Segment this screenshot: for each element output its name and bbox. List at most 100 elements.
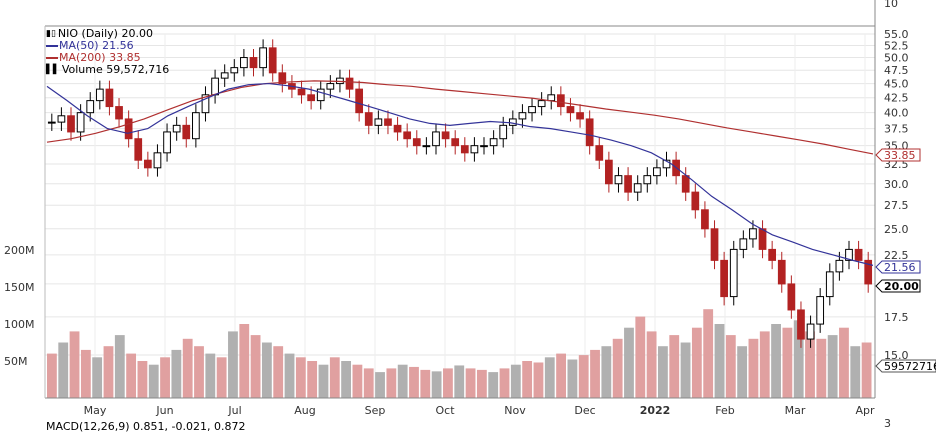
volume-bar [58,342,69,398]
volume-bar [748,338,759,398]
candle-body [451,138,460,147]
volume-bar [92,357,103,398]
volume-bar [759,331,770,398]
candle-body [345,77,354,90]
candle-body [508,118,517,126]
candle-body [460,145,469,154]
volume-bar [658,346,668,398]
candle-body [355,88,364,114]
volume-bar [465,368,476,398]
price-tick-label: 25.0 [884,223,909,236]
volume-bar [409,366,419,398]
volume-bar [522,361,533,398]
price-tick-label: 45.0 [884,78,909,91]
candle-body [701,209,709,230]
volume-bar [680,342,691,398]
price-tick-label: 15.0 [884,349,909,362]
price-tick-label: 27.5 [884,199,909,212]
volume-bar [725,335,736,398]
candle-body [729,248,738,298]
candle-body [47,121,56,124]
ma50-tag-text: 21.56 [884,261,916,274]
volume-bar [431,371,442,398]
volume-tick-label: 50M [4,355,28,368]
candle-body [662,159,671,169]
volume-bar [861,342,872,398]
candle-body [220,72,229,79]
volume-bar [499,368,510,398]
ma50-swatch [46,45,58,47]
volume-bar [239,324,250,398]
legend-ma50: MA(50) 21.56 [46,40,169,52]
candle-body [105,88,114,108]
candle-body [240,57,248,69]
ma200-line [46,80,874,155]
candle-body [528,106,536,114]
price-tick-label: 37.5 [884,123,909,136]
volume-bar [307,361,318,398]
candle-body [499,124,508,140]
volume-value-tag: 59572716 [875,359,936,373]
date-tick-label: Feb [715,404,734,417]
volume-bars [47,309,872,398]
candle-body [268,47,277,74]
price-tick-label: 40.0 [884,107,909,120]
volume-bar [556,353,566,398]
volume-bar [148,364,159,398]
volume-bar [352,364,363,398]
candle-body [412,138,421,147]
volume-bar [205,353,216,398]
candle-body [364,112,373,126]
volume-bar [137,361,148,398]
candle-body [326,83,335,90]
candle-body [393,124,402,133]
candle-body [249,57,258,69]
candle-body [691,191,700,211]
candle-body [633,183,642,193]
candle-body [57,115,66,123]
volume-bar [114,335,125,398]
volume-bar [420,369,431,398]
candle-body [595,145,604,161]
price-tick-label: 52.5 [884,39,909,52]
price-tick-label: 50.0 [884,52,909,65]
price-tick-label: 55.0 [884,28,909,41]
candle-body [143,159,152,169]
volume-bar [567,359,578,398]
volume-bar [171,349,182,398]
candle-body [585,118,594,147]
candle-body [710,228,719,261]
candle-body [768,248,777,261]
volume-bar [782,327,793,398]
candle-body [816,296,825,325]
volume-bar [341,361,352,398]
candle-body [297,88,306,96]
date-tick-label: Dec [574,404,595,417]
volume-bar [601,346,612,398]
volume-bar [578,355,589,398]
volume-tag-text: 59572716 [884,360,936,373]
price-tick-label: 17.5 [884,311,909,324]
volume-bar [533,362,544,398]
candle-body [864,259,873,285]
volume-bar [793,320,804,398]
date-tick-label: Jun [155,404,173,417]
date-tick-label: May [84,404,107,417]
candle-body [566,106,575,114]
volume-bar [488,372,499,398]
price-tick-label: 30.0 [884,178,909,191]
volume-bar [273,346,284,398]
volume-bar [69,331,80,398]
candle-body [124,118,133,140]
volume-bar [612,338,623,398]
candle-body [845,248,853,261]
price-tick-label: 22.5 [884,249,909,262]
candle-body [624,175,632,193]
volume-bars-icon: ▌▌ [46,65,60,75]
ma200-value-tag: 33.85 [875,148,921,162]
volume-bar [194,346,204,398]
volume-bar [160,357,170,398]
ma200-swatch [46,57,58,59]
candle-body [278,72,287,85]
volume-bar [714,324,725,398]
